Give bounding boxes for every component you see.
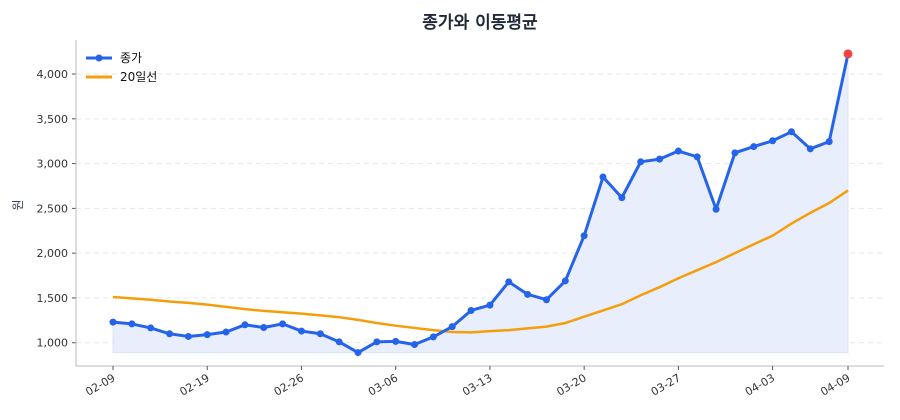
close-point <box>373 338 381 346</box>
close-point <box>279 320 287 328</box>
close-point <box>166 330 174 338</box>
close-point <box>316 330 324 338</box>
close-point <box>241 321 249 329</box>
close-point <box>505 278 513 286</box>
close-point <box>806 145 814 153</box>
x-tick-label: 03-27 <box>649 371 683 398</box>
y-tick-label: 3,000 <box>37 158 69 171</box>
close-point <box>486 301 494 309</box>
close-point <box>769 137 777 145</box>
x-tick-label: 03-20 <box>554 371 588 398</box>
y-tick-label: 2,000 <box>37 247 69 260</box>
close-point <box>731 149 739 157</box>
y-tick-label: 4,000 <box>37 68 69 81</box>
close-point <box>467 306 475 314</box>
close-point <box>656 155 664 163</box>
close-point <box>750 143 758 151</box>
close-point <box>542 296 550 304</box>
legend: 종가 20일선 <box>86 51 157 84</box>
close-point <box>411 341 419 349</box>
x-tick-label: 03-06 <box>366 371 400 398</box>
close-point <box>128 320 136 328</box>
close-point <box>787 128 795 136</box>
close-point <box>674 147 682 155</box>
close-point <box>203 331 211 339</box>
close-point <box>825 138 833 146</box>
close-point <box>260 323 268 331</box>
close-point <box>524 290 532 298</box>
close-point <box>335 338 343 346</box>
y-tick-label: 3,500 <box>37 113 69 126</box>
x-tick-label: 02-26 <box>272 371 306 398</box>
close-last-point <box>843 49 853 59</box>
x-tick-label: 02-19 <box>178 371 212 398</box>
close-point <box>618 194 626 202</box>
x-tick-label: 04-09 <box>818 371 852 398</box>
close-point <box>599 173 607 181</box>
close-point <box>297 327 305 335</box>
x-tick-label: 02-09 <box>83 371 117 398</box>
close-line <box>112 53 850 355</box>
close-point <box>693 153 701 161</box>
close-point <box>561 277 569 285</box>
chart-title: 종가와 이동평균 <box>422 13 538 33</box>
close-point <box>222 328 230 336</box>
close-point <box>637 158 645 166</box>
y-tick-label: 1,000 <box>37 337 69 350</box>
close-point <box>429 333 437 341</box>
close-point <box>448 323 456 331</box>
y-axis-label: 원 <box>11 199 25 210</box>
legend-close-marker <box>95 54 103 62</box>
x-tick-label: 03-13 <box>460 371 494 398</box>
close-point <box>354 349 362 357</box>
close-point <box>184 332 192 340</box>
close-point <box>580 232 588 240</box>
legend-ma20-label: 20일선 <box>120 70 157 84</box>
y-tick-label: 2,500 <box>37 202 69 215</box>
close-point <box>109 318 117 326</box>
x-tick-label: 04-03 <box>743 371 777 398</box>
close-point <box>392 337 400 345</box>
ma20-line <box>112 189 849 334</box>
close-point <box>712 205 720 213</box>
y-tick-label: 1,500 <box>37 292 69 305</box>
close-point <box>147 324 155 332</box>
legend-close-label: 종가 <box>120 51 142 65</box>
